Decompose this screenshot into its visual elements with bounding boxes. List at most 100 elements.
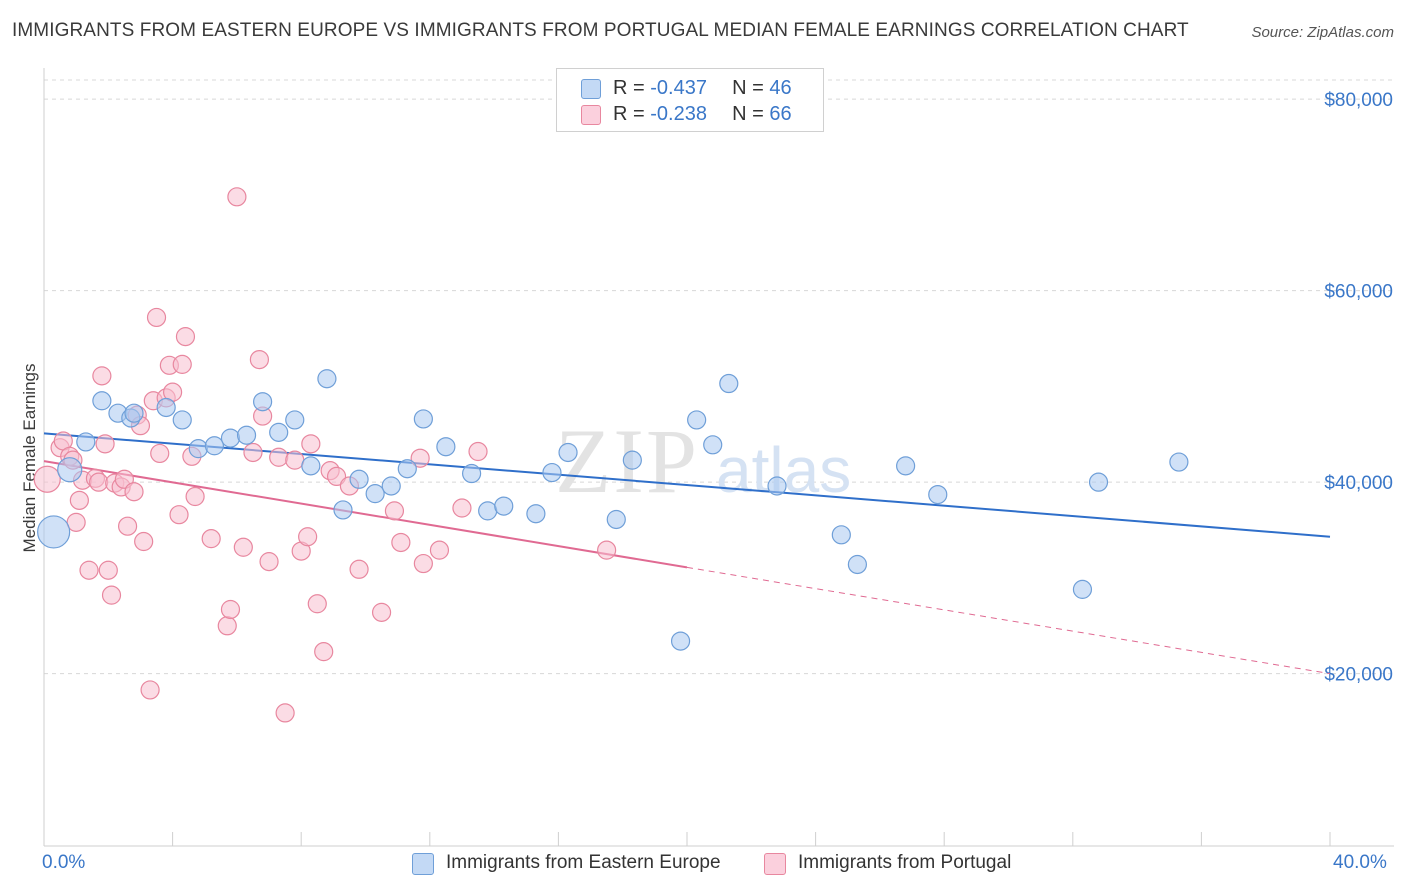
legend-n-value: 46 — [769, 77, 792, 99]
data-point-eastern-europe — [317, 369, 337, 389]
axes — [43, 68, 1394, 847]
bottom-legend-swatch-pink — [764, 853, 786, 875]
data-point-eastern-europe — [413, 409, 433, 429]
data-point-eastern-europe — [92, 391, 112, 411]
data-point-portugal — [124, 482, 144, 502]
data-point-eastern-europe — [381, 476, 401, 496]
data-point-portugal — [384, 501, 405, 521]
legend-r-value: -0.238 — [650, 103, 707, 125]
data-point-portugal — [326, 466, 347, 487]
data-point-portugal — [243, 442, 263, 463]
data-point-portugal — [117, 516, 138, 536]
source-credit: Source: ZipAtlas.com — [1251, 24, 1394, 41]
data-point-eastern-europe — [57, 457, 83, 483]
chart-title: IMMIGRANTS FROM EASTERN EUROPE VS IMMIGR… — [12, 20, 1189, 41]
y-tick-label: $20,000 — [1324, 665, 1393, 686]
legend-r-label: R = — [613, 103, 651, 125]
y-tick-label: $80,000 — [1324, 90, 1393, 111]
data-point-eastern-europe — [76, 432, 96, 452]
data-point-portugal — [371, 602, 392, 622]
data-point-portugal — [410, 448, 430, 468]
data-point-portugal — [89, 472, 109, 492]
data-point-portugal — [175, 327, 196, 347]
data-point-portugal — [95, 434, 115, 454]
data-point-portugal — [413, 553, 433, 574]
legend-n-label: N = — [732, 103, 770, 125]
data-point-portugal — [269, 447, 289, 467]
data-point-portugal — [249, 349, 270, 370]
data-point-eastern-europe — [220, 428, 241, 448]
series-portugal-points — [33, 187, 617, 723]
data-point-portugal — [140, 680, 160, 700]
data-point-eastern-europe — [156, 397, 176, 418]
data-point-eastern-europe — [1169, 452, 1189, 472]
data-point-eastern-europe — [542, 462, 562, 483]
data-point-eastern-europe — [172, 410, 192, 430]
data-point-eastern-europe — [204, 436, 224, 456]
data-point-eastern-europe — [269, 422, 289, 442]
data-point-eastern-europe — [124, 403, 144, 423]
data-point-eastern-europe — [461, 463, 482, 484]
data-point-portugal — [452, 498, 472, 518]
data-point-eastern-europe — [365, 484, 385, 504]
trendline-solid — [43, 460, 688, 569]
data-point-portugal — [227, 187, 247, 207]
data-point-portugal — [217, 616, 237, 636]
data-point-eastern-europe — [188, 439, 208, 459]
data-point-eastern-europe — [37, 515, 71, 549]
data-point-eastern-europe — [1088, 472, 1109, 492]
data-point-eastern-europe — [333, 500, 353, 520]
data-point-portugal — [169, 505, 189, 525]
data-point-portugal — [314, 642, 334, 662]
data-point-portugal — [92, 366, 112, 386]
data-point-portugal — [307, 594, 327, 614]
legend-swatch-pink — [581, 105, 601, 125]
data-point-eastern-europe — [719, 373, 739, 394]
bottom-legend-label: Immigrants from Eastern Europe — [446, 852, 721, 873]
gridlines — [44, 79, 1394, 675]
data-point-portugal — [259, 552, 279, 572]
data-point-eastern-europe — [494, 496, 514, 516]
data-point-portugal — [101, 585, 122, 605]
data-point-eastern-europe — [301, 456, 321, 476]
data-point-eastern-europe — [526, 504, 546, 524]
data-point-portugal — [597, 540, 617, 560]
data-point-portugal — [98, 560, 118, 580]
data-point-eastern-europe — [436, 437, 456, 457]
data-point-eastern-europe — [831, 525, 851, 545]
data-point-portugal — [185, 486, 205, 507]
data-point-eastern-europe — [285, 410, 305, 430]
data-point-eastern-europe — [349, 469, 369, 489]
legend-n-value: 66 — [769, 103, 792, 125]
legend: R = -0.437 N = 46 R = -0.238 N = 66 — [556, 68, 824, 132]
bottom-legend-swatch-blue — [412, 853, 434, 875]
data-point-eastern-europe — [1072, 579, 1093, 599]
data-point-portugal — [233, 537, 253, 557]
legend-r-value: -0.437 — [650, 77, 707, 99]
data-point-portugal — [349, 559, 369, 579]
data-point-eastern-europe — [236, 425, 257, 445]
data-point-portugal — [301, 434, 321, 454]
legend-n-label: N = — [732, 77, 770, 99]
x-tick-label-max: 40.0% — [1333, 852, 1387, 873]
data-point-eastern-europe — [397, 459, 417, 479]
y-tick-label: $40,000 — [1324, 473, 1393, 494]
data-point-portugal — [468, 441, 488, 462]
data-point-portugal — [285, 450, 305, 470]
data-point-portugal — [69, 490, 89, 510]
data-point-portugal — [391, 532, 411, 553]
data-point-eastern-europe — [606, 509, 626, 530]
data-point-eastern-europe — [847, 554, 867, 575]
data-point-eastern-europe — [478, 501, 498, 521]
data-point-eastern-europe — [687, 410, 707, 430]
data-point-eastern-europe — [896, 456, 916, 476]
trendline-dashed — [686, 566, 1331, 675]
bottom-legend-label: Immigrants from Portugal — [798, 852, 1012, 873]
y-tick-label: $60,000 — [1324, 282, 1393, 303]
data-point-eastern-europe — [253, 392, 273, 412]
data-point-portugal — [33, 465, 61, 493]
data-point-portugal — [429, 540, 450, 560]
data-point-eastern-europe — [703, 435, 723, 455]
data-point-portugal — [150, 443, 170, 464]
data-point-portugal — [146, 307, 167, 328]
